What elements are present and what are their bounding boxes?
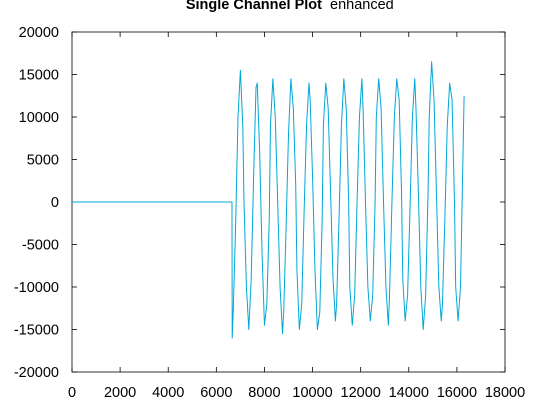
x-tick-label: 12000 [341,385,381,401]
y-tick-label: -10000 [14,280,59,296]
y-tick-label: 15000 [19,68,59,84]
x-tick-label: 18000 [485,385,525,401]
x-tick-label: 10000 [292,385,332,401]
series-line [72,61,465,339]
axis-tick-labels: 0 2000 4000 6000 8000 10000 12000 14000 16000 180… [14,25,525,401]
chart-title-main: Single Channel Plot [186,0,322,13]
y-tick-label: -20000 [14,365,59,381]
y-tick-label: -5000 [22,238,59,254]
x-tick-label: 8000 [248,385,280,401]
axis-ticks [71,31,506,373]
x-tick-label: 16000 [437,385,477,401]
y-tick-label: 20000 [19,25,59,41]
x-tick-label: 2000 [104,385,136,401]
x-tick-label: 14000 [389,385,429,401]
y-tick-label: 5000 [27,153,59,169]
chart-title-sub: enhanced [330,0,394,13]
x-tick-label: 0 [68,385,76,401]
y-tick-label: 10000 [19,110,59,126]
y-tick-label: 0 [51,195,59,211]
chart-title: Single Channel Plot enhanced [186,0,394,13]
x-tick-label: 4000 [152,385,184,401]
y-tick-label: -15000 [14,323,59,339]
x-tick-label: 6000 [200,385,232,401]
